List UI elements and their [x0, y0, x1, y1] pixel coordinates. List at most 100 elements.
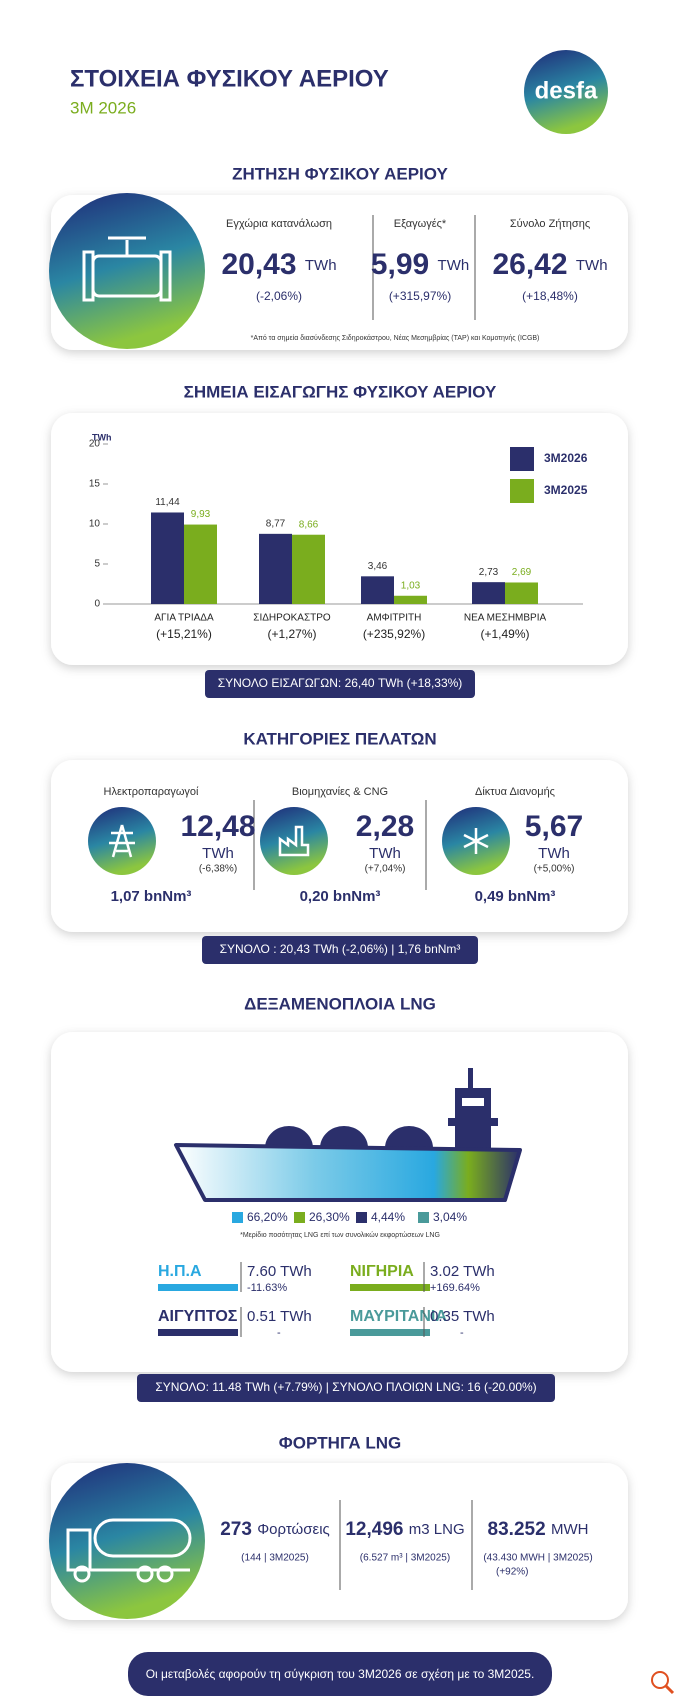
data-label: 9,93: [191, 509, 211, 520]
country-bar: [350, 1284, 430, 1291]
title: ΣΤΟΙΧΕΙΑ ΦΥΣΙΚΟΥ ΑΕΡΙΟΥ: [70, 65, 389, 92]
banner-text: ΣΥΝΟΛΟ ΕΙΣΑΓΩΓΩΝ: 26,40 TWh (+18,33%): [218, 676, 463, 690]
bar: [394, 595, 427, 604]
country-name: ΝΙΓΗΡΙΑ: [350, 1263, 414, 1280]
category-note: (+1,49%): [480, 627, 529, 641]
value-text: 12,496 m3 LNG: [345, 1519, 464, 1540]
y-tick-label: 0: [94, 599, 100, 610]
share-label: 4,44%: [371, 1210, 405, 1224]
icon: [278, 825, 310, 857]
country-change: -: [460, 1327, 464, 1339]
unit: TWh: [438, 257, 470, 274]
value: 26,42: [492, 248, 575, 281]
card: [51, 413, 628, 665]
change: (+315,97%): [389, 289, 451, 303]
bar: [505, 582, 538, 604]
value: 83.252: [488, 1519, 551, 1540]
data-label: 11,44: [155, 497, 180, 508]
value-text: 273 Φορτώσεις: [220, 1519, 330, 1540]
value: 2,28: [356, 810, 414, 843]
country-value: 3.02 TWh: [430, 1263, 495, 1280]
value: 5,99: [371, 248, 438, 281]
data-label: 1,03: [401, 580, 421, 591]
country-value: 7.60 TWh: [247, 1263, 312, 1280]
data-label: 2,69: [512, 567, 532, 578]
category-note: (+235,92%): [363, 627, 425, 641]
share-swatch: [356, 1212, 367, 1223]
y-tick-label: 15: [89, 479, 101, 490]
unit: Φορτώσεις: [257, 1521, 330, 1538]
note: (43.430 MWH | 3M2025): [483, 1553, 592, 1564]
bar: [361, 576, 394, 604]
change: (+18,48%): [522, 289, 578, 303]
category-note: (+15,21%): [156, 627, 212, 641]
banner-text: ΣΥΝΟΛΟ: 11.48 TWh (+7.79%) | ΣΥΝΟΛΟ ΠΛΟΙ…: [155, 1380, 536, 1394]
y-tick-label: 5: [94, 559, 100, 570]
banner: [137, 1374, 555, 1402]
country-name: Η.Π.Α: [158, 1263, 202, 1280]
card: [51, 760, 628, 932]
y-axis-label: TWh: [92, 432, 112, 442]
x-tick-label: ΝΕΑ ΜΕΣΗΜΒΡΙΑ: [464, 613, 547, 624]
data-label: 8,66: [299, 519, 319, 530]
banner-text: ΣΥΝΟΛΟ : 20,43 TWh (-2,06%) | 1,76 bnNm³: [220, 942, 461, 956]
y-tick-label: 20: [89, 439, 101, 450]
bar: [472, 582, 505, 604]
note: (6.527 m³ | 3M2025): [360, 1553, 450, 1564]
value-text: 26,42 TWh: [492, 248, 607, 281]
value-text: 5,99 TWh: [371, 248, 469, 281]
unit: TWh: [369, 845, 401, 862]
x-tick-label: ΣΙΔΗΡΟΚΑΣΤΡΟ: [253, 613, 331, 624]
data-label: 3,46: [368, 561, 388, 572]
value: 20,43: [221, 248, 304, 281]
note: (+92%): [496, 1567, 529, 1578]
icon: [463, 828, 489, 854]
icon-circle: [260, 807, 328, 875]
footnote: *Από τα σημεία διασύνδεσης Σιδηροκάστρου…: [251, 334, 540, 342]
logo-text: desfa: [535, 77, 598, 104]
share-swatch: [294, 1212, 305, 1223]
icon-circle: [49, 1463, 205, 1619]
volume: 0,20 bnNm³: [300, 888, 381, 905]
data-label: 8,77: [266, 518, 286, 529]
x-tick-label: ΑΜΦΙΤΡΙΤΗ: [367, 613, 422, 624]
ship: [174, 1068, 522, 1202]
unit: TWh: [538, 845, 570, 862]
icon: [109, 824, 135, 858]
banner: [202, 936, 478, 964]
country-bar: [350, 1329, 430, 1336]
legend-swatch: [510, 479, 534, 503]
banner: [205, 670, 475, 698]
section-title: ΚΑΤΗΓΟΡΙΕΣ ΠΕΛΑΤΩΝ: [243, 729, 436, 748]
country-name: ΑΙΓΥΠΤΟΣ: [158, 1308, 238, 1325]
legend-label: 3M2025: [544, 483, 588, 497]
icon-circle: [49, 193, 205, 349]
bar: [259, 533, 292, 604]
zoom-icon[interactable]: [651, 1671, 675, 1695]
country-change: -: [277, 1327, 281, 1339]
legend-label: 3M2026: [544, 451, 588, 465]
country-value: 0.35 TWh: [430, 1308, 495, 1325]
country-name: ΜΑΥΡΙΤΑΝΙΑ: [350, 1308, 447, 1325]
country-value: 0.51 TWh: [247, 1308, 312, 1325]
label: Σύνολο Ζήτησης: [510, 218, 590, 230]
change: (+5,00%): [534, 864, 575, 875]
value: 12,496: [345, 1519, 408, 1540]
change: (-6,38%): [199, 864, 237, 875]
subtitle: 3M 2026: [70, 98, 136, 117]
label: Δίκτυα Διανομής: [475, 786, 555, 798]
label: Εξαγωγές*: [394, 218, 447, 230]
unit: TWh: [202, 845, 234, 862]
data-label: 2,73: [479, 567, 499, 578]
value: 273: [220, 1519, 257, 1540]
share-swatch: [418, 1212, 429, 1223]
footer-text: Οι μεταβολές αφορούν τη σύγκριση του 3M2…: [146, 1667, 535, 1681]
volume: 0,49 bnNm³: [475, 888, 556, 905]
section-title: ΣΗΜΕΙΑ ΕΙΣΑΓΩΓΗΣ ΦΥΣΙΚΟΥ ΑΕΡΙΟΥ: [184, 382, 497, 401]
section-title: ΔΕΞΑΜΕΝΟΠΛΟΙΑ LNG: [244, 994, 436, 1013]
bar: [151, 512, 184, 604]
value-text: 83.252 MWH: [488, 1519, 589, 1540]
banner: [128, 1652, 552, 1696]
change: (+7,04%): [365, 864, 406, 875]
x-tick-label: ΑΓΙΑ ΤΡΙΑΔΑ: [154, 613, 214, 624]
